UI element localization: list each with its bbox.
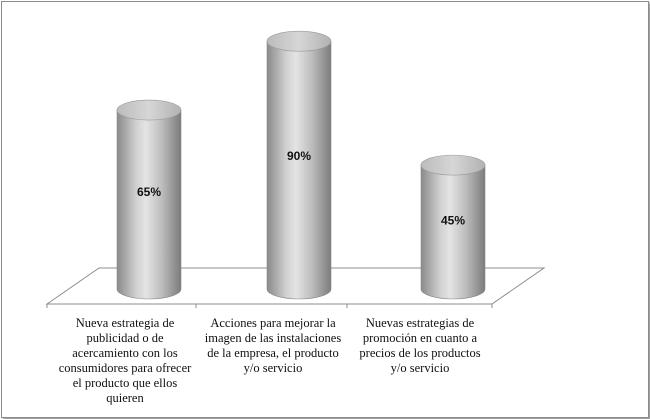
category-label-3: Nuevas estrategias de promoción en cuant… <box>359 316 481 375</box>
category-label-2: Acciones para mejorar la imagen de las i… <box>204 316 342 375</box>
data-label-3: 45% <box>441 214 465 228</box>
bar-2: 90% <box>266 30 332 300</box>
bar-3: 45% <box>420 154 486 300</box>
bar-body-1 <box>116 109 182 300</box>
bar-body-3 <box>420 164 486 300</box>
bar-top-3 <box>420 154 486 176</box>
bar-1: 65% <box>116 99 182 300</box>
data-label-1: 65% <box>137 185 161 199</box>
bar-body-2 <box>266 40 332 300</box>
chart-bars: 65% 90% 45% <box>116 30 486 300</box>
category-label-1: Nueva estrategia de publicidad o de acer… <box>58 316 192 405</box>
bar-top-2 <box>266 30 332 52</box>
data-label-2: 90% <box>287 149 311 163</box>
bar-top-1 <box>116 99 182 121</box>
